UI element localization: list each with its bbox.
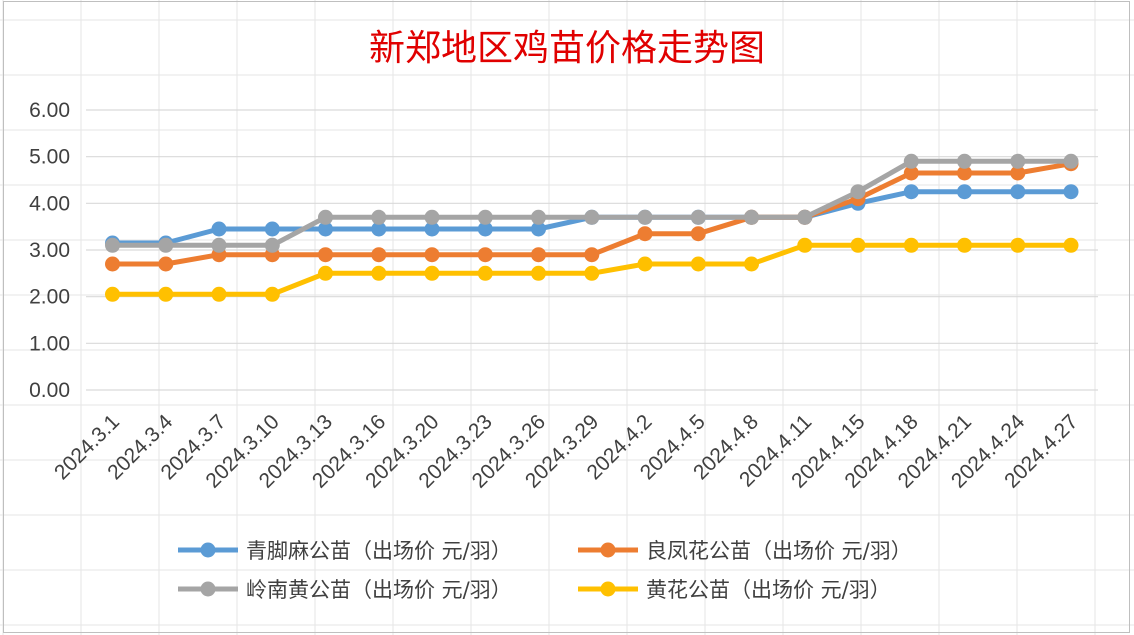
data-point [158, 237, 174, 253]
data-point [637, 226, 653, 242]
legend-item: 黄花公苗（出场价 元/羽） [578, 578, 891, 602]
data-point [424, 247, 440, 263]
legend-item: 良凤花公苗（出场价 元/羽） [578, 539, 912, 563]
data-point [1063, 237, 1079, 253]
data-point [105, 256, 120, 272]
data-point [477, 221, 493, 237]
legend-label: 岭南黄公苗（出场价 元/羽） [246, 578, 512, 602]
data-point [371, 221, 387, 237]
data-point [584, 265, 600, 281]
data-point [477, 265, 493, 281]
data-point [531, 209, 546, 225]
data-point [318, 247, 333, 263]
data-point [424, 265, 440, 281]
series-layer [105, 153, 1079, 302]
legend-label: 良凤花公苗（出场价 元/羽） [646, 539, 912, 563]
data-point [957, 237, 972, 253]
data-point [477, 247, 493, 263]
data-point [1010, 153, 1026, 169]
y-tick-label: 4.00 [29, 192, 70, 215]
legend-swatch-marker [600, 581, 616, 597]
data-point [744, 209, 759, 225]
data-point [850, 237, 866, 253]
data-point [957, 184, 972, 200]
legend-swatch-marker [200, 581, 216, 597]
data-point [744, 256, 759, 272]
data-point [371, 209, 387, 225]
data-point [424, 209, 440, 225]
data-point [264, 237, 280, 253]
series-4 [105, 237, 1079, 302]
data-point [637, 209, 653, 225]
chart-title: 新郑地区鸡苗价格走势图 [369, 28, 765, 69]
data-point [903, 165, 919, 181]
data-point [211, 237, 227, 253]
data-point [957, 153, 972, 169]
data-point [105, 237, 120, 253]
data-point [318, 209, 333, 225]
y-tick-label: 1.00 [29, 332, 70, 355]
legend-item: 青脚麻公苗（出场价 元/羽） [178, 539, 512, 563]
data-point [797, 237, 813, 253]
data-point [903, 237, 919, 253]
data-point [797, 209, 813, 225]
data-point [850, 184, 866, 200]
data-point [318, 265, 333, 281]
legend-swatch-marker [200, 542, 216, 558]
x-axis-tick-labels: 2024.3.12024.3.42024.3.72024.3.102024.3.… [50, 410, 1083, 493]
chart-border [3, 1, 1130, 633]
legend: 青脚麻公苗（出场价 元/羽） 良凤花公苗（出场价 元/羽） 岭南黄公苗（出场价 元/… [178, 539, 912, 602]
y-tick-label: 5.00 [29, 146, 70, 169]
legend-label: 黄花公苗（出场价 元/羽） [646, 578, 891, 602]
data-point [371, 265, 387, 281]
legend-label: 青脚麻公苗（出场价 元/羽） [246, 539, 512, 563]
data-point [477, 209, 493, 225]
data-point [690, 256, 706, 272]
data-point [318, 221, 333, 237]
data-point [1010, 237, 1026, 253]
data-point [1063, 184, 1079, 200]
data-point [957, 165, 972, 181]
legend-swatch-marker [600, 542, 616, 558]
data-point [371, 247, 387, 263]
data-point [424, 221, 440, 237]
y-tick-label: 2.00 [29, 286, 70, 309]
data-point [1010, 184, 1026, 200]
data-point [158, 256, 174, 272]
data-point [690, 209, 706, 225]
data-point [264, 286, 280, 302]
data-point [211, 221, 227, 237]
series-3 [105, 153, 1079, 253]
legend-item: 岭南黄公苗（出场价 元/羽） [178, 578, 512, 602]
data-point [531, 265, 546, 281]
data-point [690, 226, 706, 242]
data-point [903, 184, 919, 200]
data-point [158, 286, 174, 302]
data-point [531, 221, 546, 237]
data-point [903, 153, 919, 169]
data-point [1010, 165, 1026, 181]
data-point [105, 286, 120, 302]
y-axis-tick-labels: 0.00 1.00 2.00 3.00 4.00 5.00 6.00 [29, 99, 70, 402]
data-point [264, 221, 280, 237]
data-point [1063, 153, 1079, 169]
data-point [584, 209, 600, 225]
y-tick-label: 3.00 [29, 239, 70, 262]
data-point [531, 247, 546, 263]
data-point [584, 247, 600, 263]
y-tick-label: 6.00 [29, 99, 70, 122]
data-point [211, 286, 227, 302]
data-point [637, 256, 653, 272]
y-tick-label: 0.00 [29, 379, 70, 402]
